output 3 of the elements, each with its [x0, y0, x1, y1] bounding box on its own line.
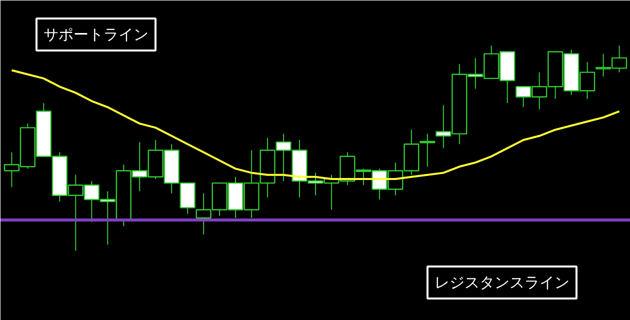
text: レジスタンスライン — [434, 274, 570, 292]
text: サポートライン — [44, 26, 148, 44]
candlestick — [420, 133, 436, 168]
